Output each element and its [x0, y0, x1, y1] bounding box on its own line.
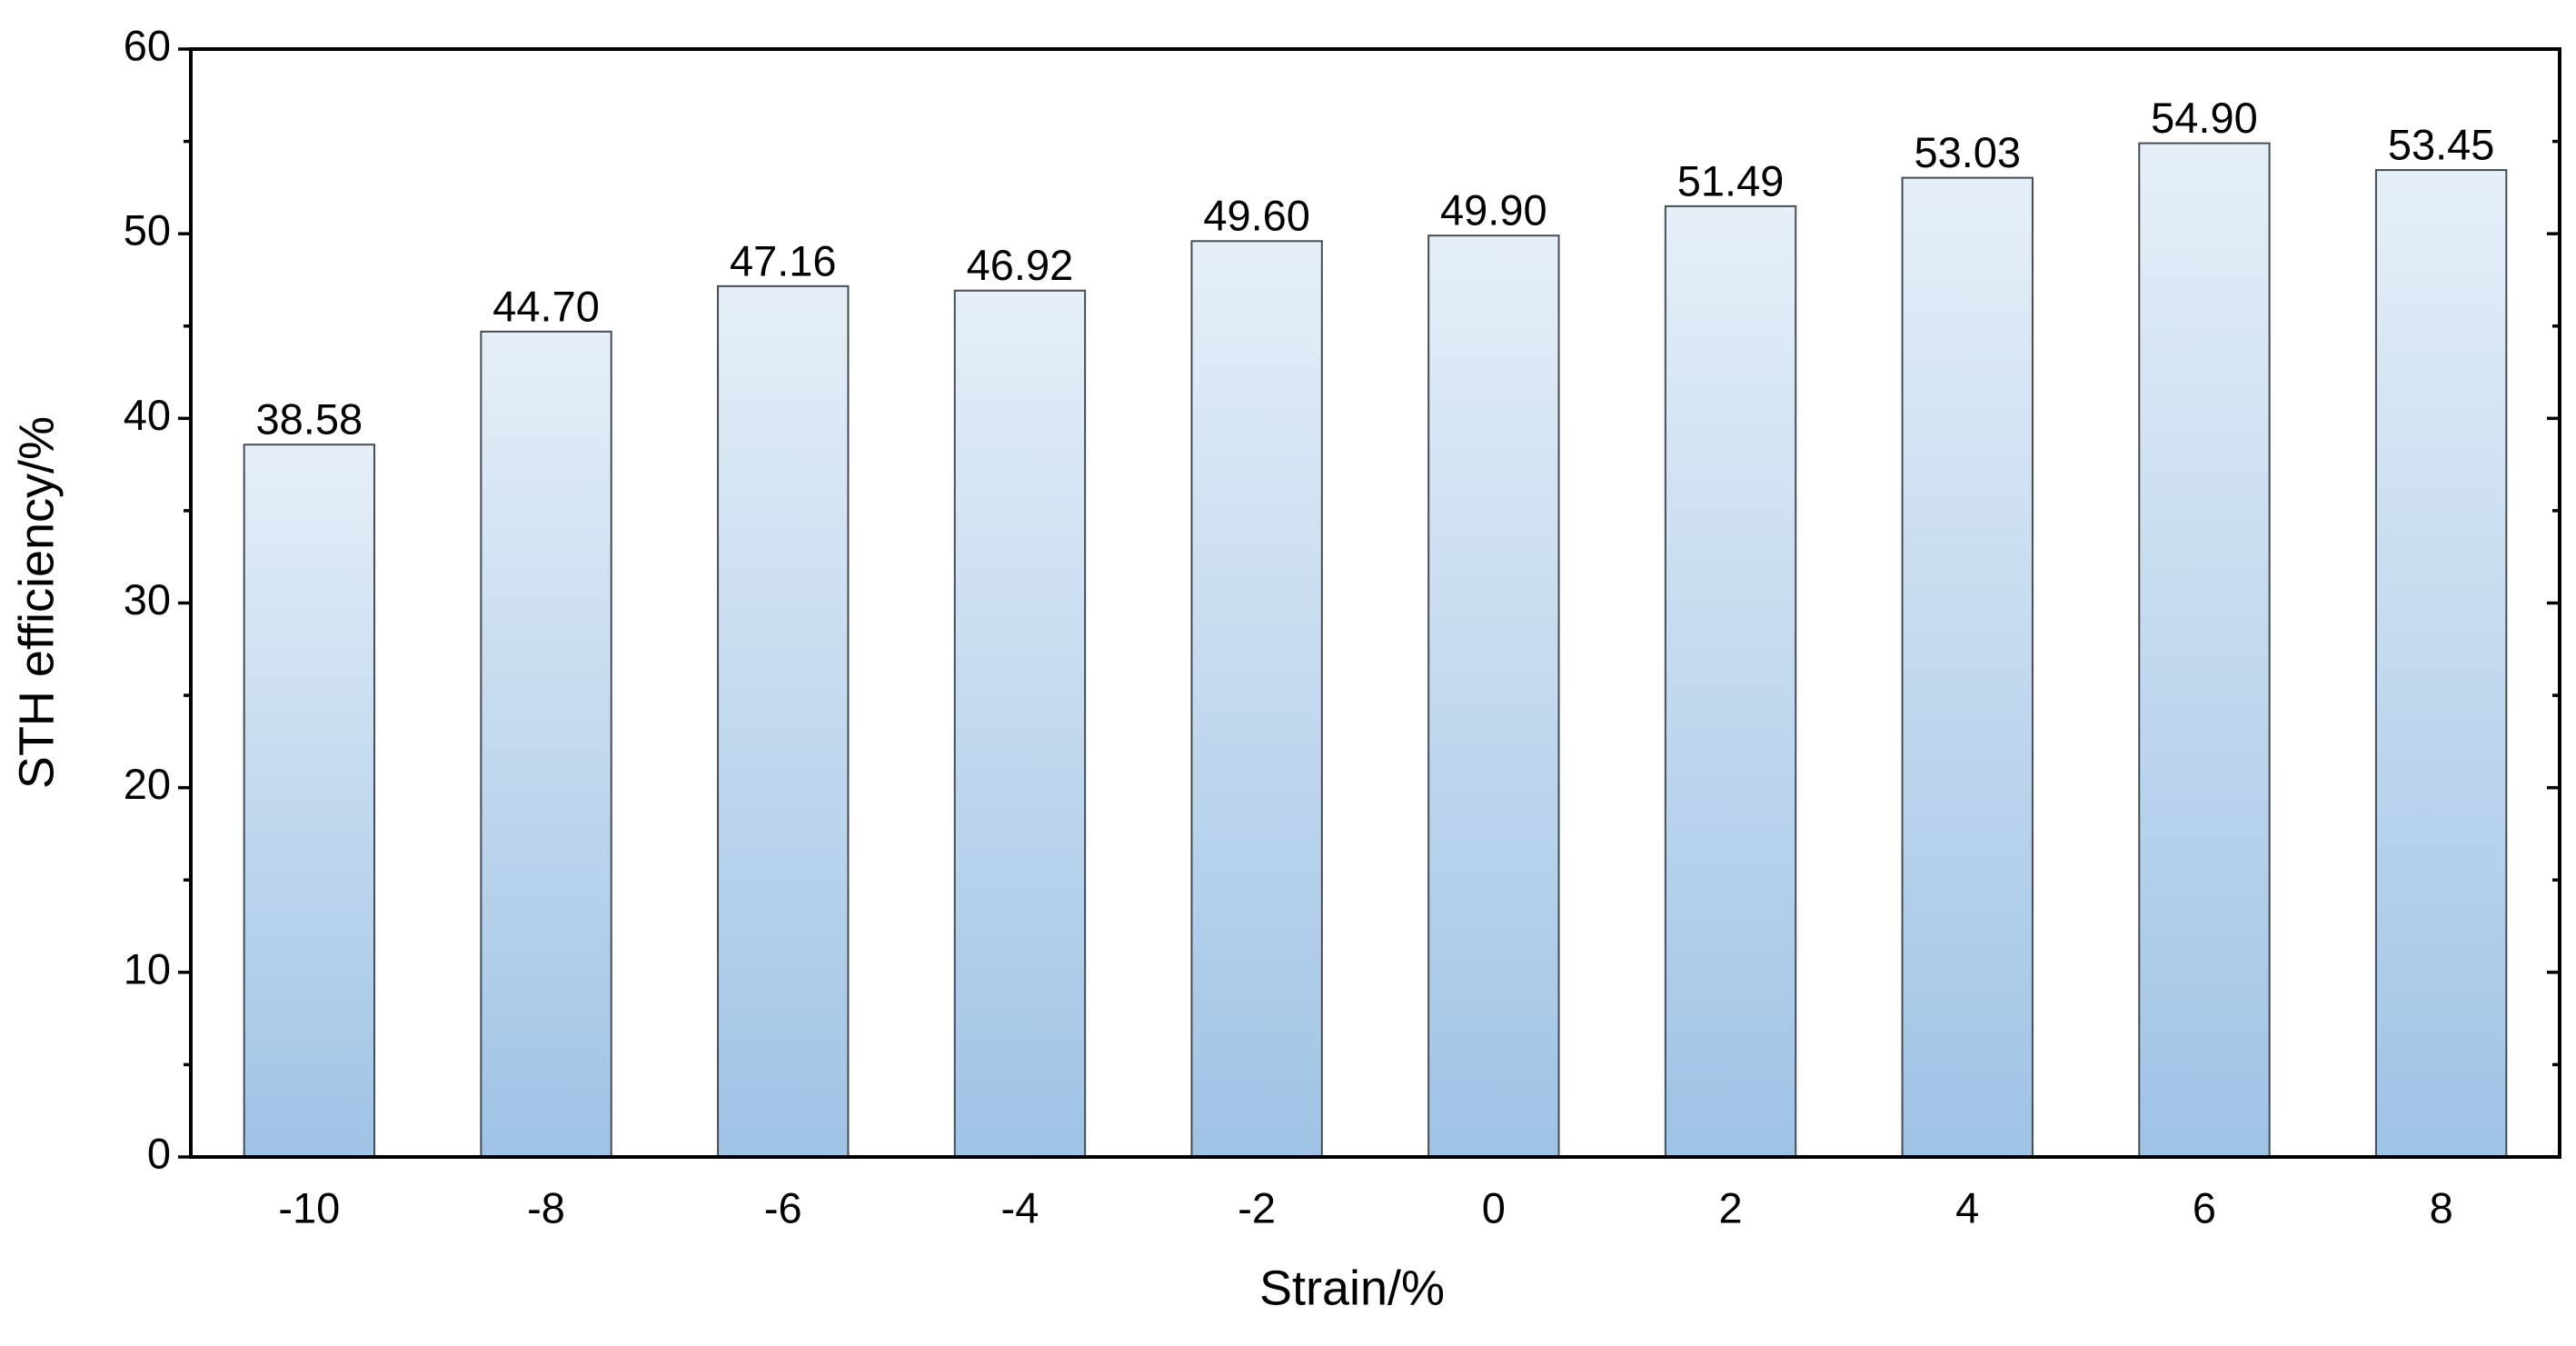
bar	[1901, 176, 2034, 1158]
bar	[243, 444, 376, 1159]
x-tick-label: -2	[1238, 1183, 1276, 1231]
value-label: 44.70	[492, 282, 600, 330]
plot-frame	[189, 47, 2561, 1159]
value-label: 51.49	[1677, 156, 1785, 204]
bar	[2374, 169, 2508, 1158]
bar	[2138, 142, 2271, 1159]
x-tick-label: -6	[764, 1183, 802, 1231]
x-tick-label: -8	[527, 1183, 565, 1231]
x-tick-label: -4	[1001, 1183, 1039, 1231]
bar	[1664, 204, 1797, 1159]
bar	[717, 284, 850, 1158]
y-axis-title: STH efficiency/%	[9, 416, 64, 789]
y-tick-label: 60	[124, 21, 171, 69]
x-tick-label: 0	[1482, 1183, 1506, 1231]
x-tick-label: 8	[2430, 1183, 2453, 1231]
value-label: 54.90	[2151, 94, 2258, 142]
y-tick-label: 40	[124, 391, 171, 439]
value-label: 53.03	[1914, 128, 2021, 176]
value-label: 47.16	[730, 236, 837, 284]
x-axis-title: Strain/%	[1259, 1261, 1445, 1315]
bar	[1427, 234, 1560, 1159]
y-tick-label: 20	[124, 760, 171, 808]
value-label: 53.45	[2388, 120, 2495, 168]
x-tick-label: 6	[2193, 1183, 2216, 1231]
bar	[953, 289, 1087, 1158]
y-tick-label: 0	[147, 1129, 171, 1177]
y-tick-label: 50	[124, 206, 171, 254]
value-label: 49.60	[1203, 192, 1310, 240]
value-label: 38.58	[256, 395, 363, 444]
value-label: 49.90	[1440, 186, 1547, 234]
bar	[480, 330, 612, 1159]
x-tick-label: 2	[1718, 1183, 1742, 1231]
y-tick-label: 10	[124, 944, 171, 992]
bar	[1190, 240, 1323, 1158]
x-tick-label: 4	[1955, 1183, 1979, 1231]
value-label: 46.92	[967, 241, 1074, 289]
y-tick-label: 30	[124, 575, 171, 623]
x-tick-label: -10	[278, 1183, 340, 1231]
